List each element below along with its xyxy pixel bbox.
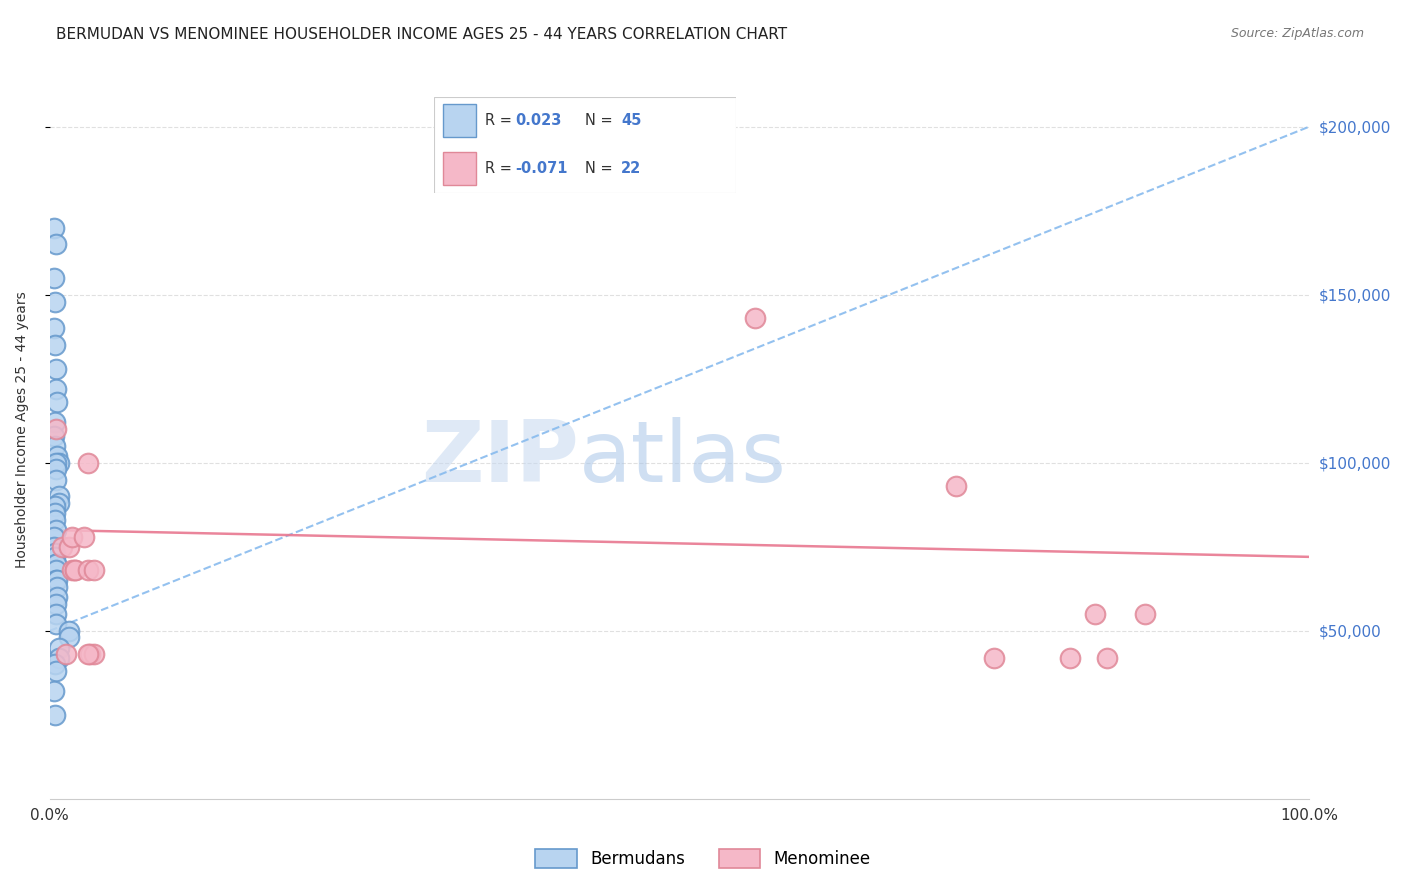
Point — [45, 462, 67, 476]
Point — [44, 657, 66, 672]
Point — [55, 648, 77, 662]
Point — [45, 422, 67, 436]
Text: BERMUDAN VS MENOMINEE HOUSEHOLDER INCOME AGES 25 - 44 YEARS CORRELATION CHART: BERMUDAN VS MENOMINEE HOUSEHOLDER INCOME… — [56, 27, 787, 42]
Point — [42, 220, 65, 235]
Point — [45, 563, 67, 577]
Point — [1097, 650, 1119, 665]
Point — [44, 506, 66, 520]
Point — [45, 523, 67, 537]
Point — [45, 574, 67, 588]
Point — [46, 580, 69, 594]
Point — [44, 294, 66, 309]
Point — [45, 607, 67, 621]
Point — [744, 311, 766, 326]
Point — [45, 557, 67, 571]
Point — [58, 624, 80, 638]
Point — [46, 574, 69, 588]
Point — [46, 395, 69, 409]
Point — [62, 563, 84, 577]
Point — [51, 540, 73, 554]
Point — [945, 479, 967, 493]
Point — [44, 338, 66, 352]
Point — [83, 563, 105, 577]
Point — [45, 361, 67, 376]
Point — [46, 590, 69, 604]
Point — [48, 650, 70, 665]
Point — [45, 382, 67, 396]
Text: Source: ZipAtlas.com: Source: ZipAtlas.com — [1230, 27, 1364, 40]
Point — [83, 648, 105, 662]
Point — [48, 456, 70, 470]
Point — [45, 557, 67, 571]
Point — [45, 664, 67, 678]
Point — [46, 449, 69, 463]
Point — [44, 547, 66, 561]
Point — [45, 617, 67, 632]
Point — [1059, 650, 1081, 665]
Point — [983, 650, 1005, 665]
Point — [48, 496, 70, 510]
Legend: Bermudans, Menominee: Bermudans, Menominee — [529, 842, 877, 875]
Point — [45, 237, 67, 252]
Point — [62, 530, 84, 544]
Point — [44, 549, 66, 564]
Point — [58, 540, 80, 554]
Point — [45, 597, 67, 611]
Point — [42, 429, 65, 443]
Point — [73, 530, 96, 544]
Point — [44, 513, 66, 527]
Point — [79, 648, 101, 662]
Point — [42, 321, 65, 335]
Point — [1084, 607, 1107, 621]
Point — [44, 439, 66, 453]
Point — [63, 563, 86, 577]
Point — [42, 684, 65, 698]
Point — [42, 271, 65, 285]
Point — [76, 456, 98, 470]
Point — [48, 489, 70, 503]
Point — [42, 530, 65, 544]
Point — [45, 473, 67, 487]
Text: atlas: atlas — [579, 417, 786, 500]
Text: ZIP: ZIP — [420, 417, 579, 500]
Point — [48, 640, 70, 655]
Point — [76, 563, 98, 577]
Y-axis label: Householder Income Ages 25 - 44 years: Householder Income Ages 25 - 44 years — [15, 291, 30, 567]
Point — [44, 416, 66, 430]
Point — [1135, 607, 1157, 621]
Point — [44, 500, 66, 514]
Point — [76, 648, 98, 662]
Point — [63, 563, 86, 577]
Point — [58, 631, 80, 645]
Point — [42, 540, 65, 554]
Point — [45, 456, 67, 470]
Point — [44, 707, 66, 722]
